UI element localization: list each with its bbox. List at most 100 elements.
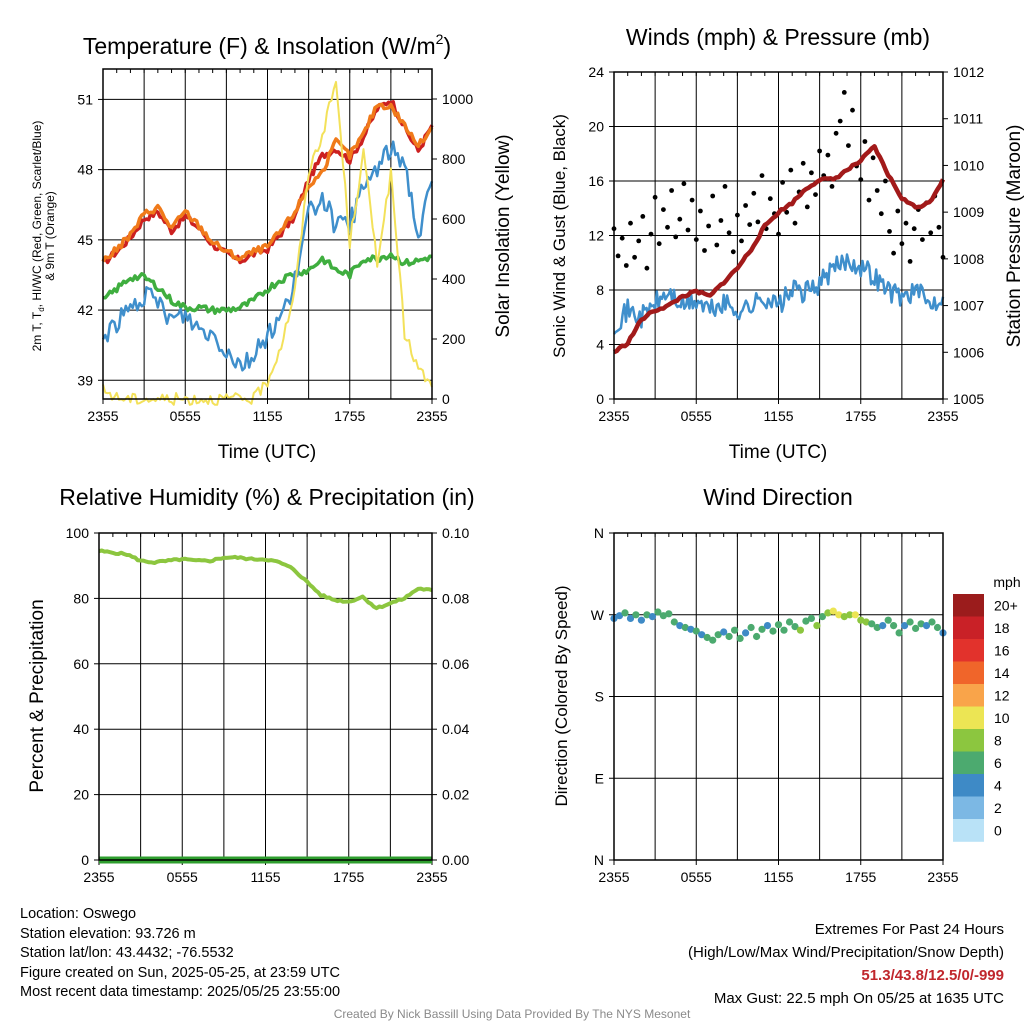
extremes-title: Extremes For Past 24 Hours (814, 921, 1004, 938)
direction-point (928, 618, 936, 626)
y2-tick-label: 0.06 (442, 656, 469, 672)
direction-point (829, 607, 837, 615)
gust-point (878, 211, 884, 217)
y-tick-label: N (594, 525, 604, 541)
gust-point (710, 193, 716, 199)
direction-point (895, 629, 903, 637)
direction-point (687, 625, 695, 633)
y2-tick-label: 0.00 (442, 852, 469, 868)
x-tick-label: 1755 (333, 869, 364, 885)
gust-point (702, 248, 707, 253)
gust-point (809, 170, 814, 176)
direction-point (906, 618, 914, 626)
max-gust: Max Gust: 22.5 mph On 05/25 at 1635 UTC (713, 990, 1004, 1007)
humidity-panel: 0 20 40 60 80 100 0.00 0.02 0.04 0.06 0.08 0.10 2355… (66, 525, 470, 885)
series-line-station-pressure (613, 144, 946, 355)
gust-point (920, 237, 925, 243)
gust-point (751, 190, 757, 196)
direction-point (840, 613, 848, 621)
gust-point (718, 218, 724, 223)
y2-tick-label: 0.10 (442, 525, 469, 541)
legend-title: mph (993, 574, 1020, 590)
legend-swatch (953, 774, 984, 797)
gust-point (866, 197, 872, 203)
pressure-y-axis-label: Station Pressure (Maroon) (1004, 125, 1024, 348)
y-tick-label: 60 (73, 656, 89, 672)
direction-point (698, 631, 706, 639)
direction-point (862, 618, 870, 626)
temperature-panel-title: Temperature (F) & Insolation (W/m2) (83, 31, 451, 59)
direction-point (807, 614, 816, 623)
gust-point (661, 207, 666, 213)
gust-point (846, 143, 851, 149)
gust-point (936, 224, 942, 230)
y-tick-label: 42 (77, 302, 93, 318)
direction-point (681, 623, 689, 632)
direction-point (670, 618, 678, 626)
direction-point (665, 610, 673, 618)
gust-point (767, 196, 773, 202)
gust-point (689, 197, 695, 203)
direction-point (780, 626, 788, 634)
gust-point (722, 184, 728, 189)
y-tick-label: 48 (77, 162, 93, 178)
y2-tick-label: 400 (442, 271, 466, 287)
legend-swatch (953, 661, 984, 685)
legend-label: 6 (994, 755, 1002, 771)
y-tick-label: 100 (66, 525, 90, 541)
x-tick-label: 1155 (252, 408, 282, 424)
direction-point (813, 622, 821, 630)
gust-point (907, 259, 913, 264)
y-tick-label: 16 (588, 173, 604, 189)
direction-point (818, 613, 827, 621)
gust-point (776, 231, 781, 237)
winds-plot-frame (613, 71, 944, 400)
direction-point (742, 629, 750, 637)
direction-point (884, 616, 892, 624)
figure-created: Figure created on Sun, 2025-05-25, at 23… (20, 964, 340, 981)
gust-point (677, 216, 683, 222)
gust-point (698, 208, 703, 214)
x-tick-label: 0555 (167, 869, 198, 885)
legend-swatch (953, 796, 984, 820)
legend-swatch (953, 616, 984, 640)
gust-point (755, 219, 761, 225)
legend-swatch (953, 639, 984, 662)
gust-point (693, 237, 699, 243)
legend-label: 10 (994, 710, 1010, 726)
series-line-2m-t (101, 100, 434, 265)
direction-point (621, 609, 629, 617)
gust-point (804, 204, 810, 210)
direction-point (868, 620, 876, 628)
direction-point (912, 624, 920, 633)
direction-point (654, 608, 662, 616)
winds-panel: 0 4 8 12 16 20 24 1005 1006 1007 1008 1009 1010 1011 1… (588, 64, 984, 424)
y2-tick-label: 0.08 (442, 590, 469, 606)
direction-point (736, 634, 744, 643)
direction-point (802, 617, 810, 625)
gust-point (669, 188, 674, 193)
x-tick-label: 1155 (763, 408, 793, 424)
gust-point (788, 167, 794, 173)
y2-tick-label: 1007 (953, 298, 984, 314)
direction-point (648, 613, 657, 621)
legend-label: 18 (994, 620, 1010, 636)
direction-point (835, 611, 843, 619)
y2-tick-label: 1000 (442, 91, 473, 107)
gust-point (644, 265, 650, 271)
wind-speed-legend: mph 20+ 18 16 14 12 10 8 6 4 2 0 (953, 574, 1021, 842)
station-location: Location: Oswego (20, 906, 137, 922)
direction-plot-frame (613, 532, 944, 861)
x-tick-label: 1155 (763, 869, 793, 885)
direction-point (851, 611, 859, 619)
direction-point (753, 632, 761, 641)
direction-point (637, 616, 646, 624)
legend-swatch (953, 594, 984, 617)
direction-point (626, 614, 635, 623)
direction-panel-title: Wind Direction (703, 484, 853, 510)
direction-point (725, 632, 733, 641)
gust-point (911, 226, 917, 232)
humidity-y-axis-label: Percent & Precipitation (27, 599, 48, 792)
gust-point (874, 188, 880, 193)
